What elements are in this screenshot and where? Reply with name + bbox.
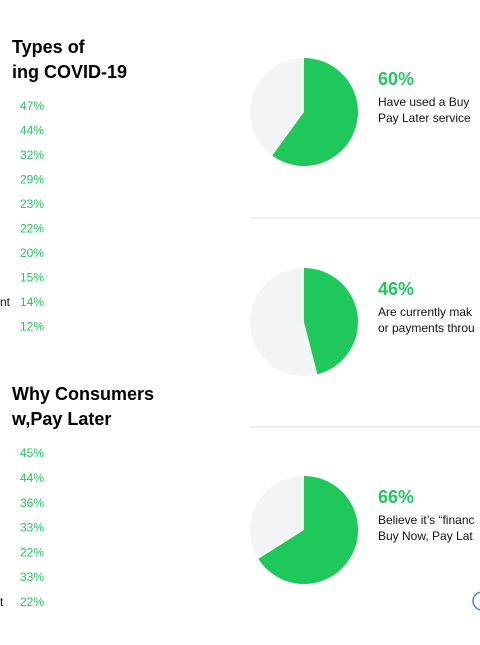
- percent-item: 12%: [20, 320, 44, 334]
- pie-value: 66%: [378, 487, 414, 507]
- pie-value: 60%: [378, 69, 414, 89]
- pie-slice: [304, 268, 358, 375]
- percent-item: 15%: [20, 271, 44, 285]
- percent-item: 44%: [20, 124, 44, 138]
- section-title: Why Consumers: [12, 384, 154, 404]
- pie-slice: [258, 476, 358, 584]
- item-label: nt: [0, 295, 11, 309]
- percent-item: 22%: [20, 222, 44, 236]
- pie-description: Are currently mak: [378, 305, 473, 319]
- percent-item: 47%: [20, 99, 44, 113]
- pie-slice: [272, 58, 358, 166]
- percent-item: 14%: [20, 295, 44, 309]
- pie-description: Believe it’s “financ: [378, 513, 475, 527]
- item-label: t: [0, 595, 4, 609]
- pie-description: or payments throu: [378, 321, 475, 335]
- percent-item: 45%: [20, 446, 44, 460]
- percent-item: 20%: [20, 246, 44, 260]
- percent-item: 36%: [20, 496, 44, 510]
- pie-description: Buy Now, Pay Lat: [378, 529, 473, 543]
- percent-item: 44%: [20, 471, 44, 485]
- percent-item: 29%: [20, 173, 44, 187]
- pie-value: 46%: [378, 279, 414, 299]
- pie-description: Have used a Buy: [378, 95, 469, 109]
- percent-item: 33%: [20, 570, 44, 584]
- section-title: Types of: [12, 37, 86, 57]
- percent-item: 33%: [20, 521, 44, 535]
- percent-item: 23%: [20, 197, 44, 211]
- pie-description: Pay Later service: [378, 111, 471, 125]
- percent-item: 22%: [20, 545, 44, 559]
- section-title: w,Pay Later: [11, 409, 111, 429]
- percent-item: 32%: [20, 148, 44, 162]
- percent-item: 22%: [20, 595, 44, 609]
- help-icon[interactable]: [472, 591, 480, 611]
- section-title: ing COVID-19: [12, 62, 127, 82]
